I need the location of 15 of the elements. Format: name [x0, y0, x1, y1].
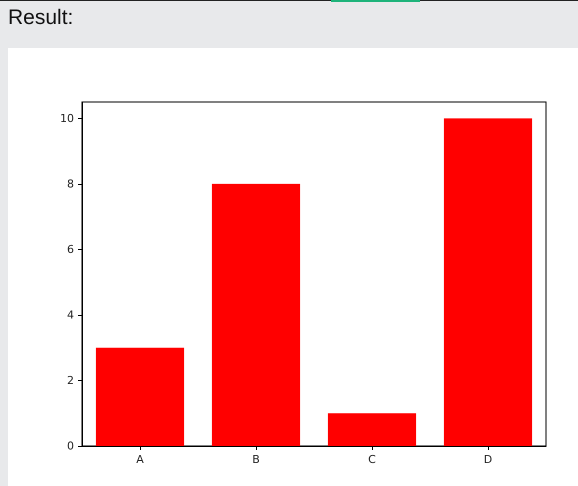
- y-tick-label: 4: [67, 308, 74, 322]
- x-tick-label: B: [252, 453, 260, 466]
- y-tick-label: 8: [67, 177, 74, 190]
- bar: [444, 118, 532, 446]
- y-tick-label: 2: [67, 374, 74, 387]
- bar: [212, 184, 300, 446]
- x-tick-label: D: [484, 453, 492, 466]
- x-tick-label: C: [368, 453, 376, 466]
- y-tick-label: 10: [60, 112, 74, 125]
- x-tick-label: A: [136, 453, 144, 466]
- y-tick-label: 0: [67, 440, 74, 452]
- chart-title: Result:: [8, 5, 74, 31]
- bar: [96, 348, 184, 446]
- bar: [328, 413, 416, 446]
- y-tick-label: 6: [67, 242, 74, 256]
